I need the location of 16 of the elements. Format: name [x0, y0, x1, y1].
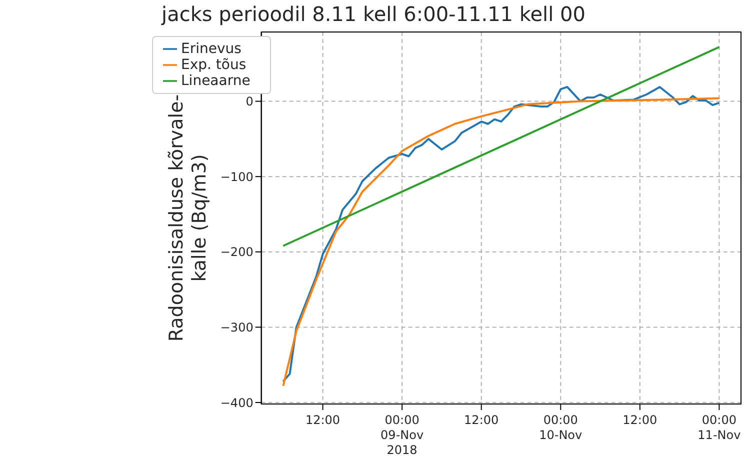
legend-label: Lineaarne	[181, 73, 250, 89]
chart-title: jacks perioodil 8.11 kell 6:00-11.11 kell 00	[160, 2, 586, 26]
x-tick-label: 00:00 11-Nov	[698, 413, 741, 442]
x-tick-label: 12:00	[464, 413, 499, 427]
x-tick-label: 12:00	[305, 413, 340, 427]
y-axis-title: Radoonisisalduse kõrvale- kalle (Bq/m3)	[165, 94, 210, 342]
y-tick-label: −200	[220, 245, 254, 260]
y-tick-label: −300	[220, 320, 254, 334]
y-tick-label: −400	[220, 396, 254, 410]
y-tick-label: −100	[220, 170, 254, 184]
legend-label: Erinevus	[181, 41, 242, 57]
x-tick-label: 12:00	[622, 413, 658, 427]
legend-label: Exp. tõus	[181, 57, 246, 73]
x-tick-label: 00:00 10-Nov	[539, 413, 582, 442]
y-tick-label: 0	[246, 94, 254, 109]
x-tick-label: 00:00 09-Nov 2018	[380, 413, 424, 457]
